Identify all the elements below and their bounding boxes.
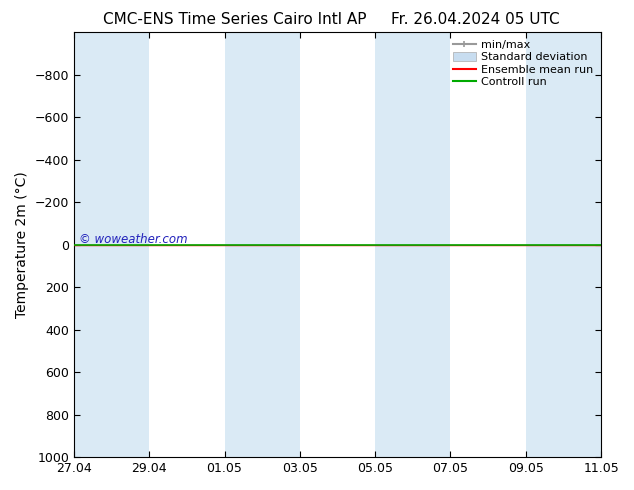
Y-axis label: Temperature 2m (°C): Temperature 2m (°C) <box>15 172 29 318</box>
Bar <box>526 32 601 457</box>
Bar <box>375 32 450 457</box>
Text: Fr. 26.04.2024 05 UTC: Fr. 26.04.2024 05 UTC <box>391 12 560 27</box>
Text: CMC-ENS Time Series Cairo Intl AP: CMC-ENS Time Series Cairo Intl AP <box>103 12 366 27</box>
Legend: min/max, Standard deviation, Ensemble mean run, Controll run: min/max, Standard deviation, Ensemble me… <box>451 38 595 89</box>
Bar <box>224 32 300 457</box>
Bar <box>74 32 150 457</box>
Text: © woweather.com: © woweather.com <box>79 233 188 245</box>
